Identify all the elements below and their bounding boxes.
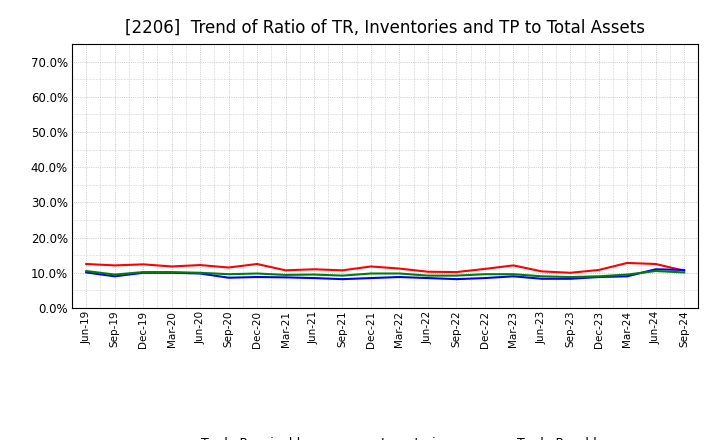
Trade Payables <box>537 274 546 279</box>
Trade Receivables <box>310 267 318 272</box>
Trade Payables <box>253 271 261 276</box>
Inventories <box>480 275 489 281</box>
Trade Payables <box>623 272 631 277</box>
Trade Payables <box>167 269 176 275</box>
Inventories <box>566 276 575 282</box>
Trade Payables <box>509 271 518 277</box>
Inventories <box>423 275 432 281</box>
Trade Receivables <box>196 262 204 268</box>
Inventories <box>196 271 204 276</box>
Trade Payables <box>82 268 91 274</box>
Trade Receivables <box>282 268 290 273</box>
Trade Payables <box>566 275 575 280</box>
Trade Payables <box>139 269 148 275</box>
Trade Receivables <box>253 261 261 267</box>
Trade Payables <box>196 270 204 275</box>
Line: Trade Payables: Trade Payables <box>86 271 684 277</box>
Trade Payables <box>652 268 660 274</box>
Inventories <box>537 276 546 282</box>
Trade Receivables <box>82 261 91 267</box>
Trade Receivables <box>680 268 688 273</box>
Trade Receivables <box>595 268 603 273</box>
Trade Payables <box>366 271 375 276</box>
Line: Trade Receivables: Trade Receivables <box>86 263 684 273</box>
Trade Receivables <box>423 269 432 275</box>
Trade Payables <box>282 272 290 278</box>
Trade Payables <box>480 271 489 277</box>
Inventories <box>452 276 461 282</box>
Trade Receivables <box>480 266 489 271</box>
Line: Inventories: Inventories <box>86 269 684 279</box>
Trade Payables <box>680 270 688 275</box>
Inventories <box>139 270 148 275</box>
Inventories <box>167 270 176 275</box>
Inventories <box>282 275 290 280</box>
Trade Receivables <box>509 263 518 268</box>
Title: [2206]  Trend of Ratio of TR, Inventories and TP to Total Assets: [2206] Trend of Ratio of TR, Inventories… <box>125 19 645 37</box>
Inventories <box>680 268 688 273</box>
Trade Receivables <box>110 263 119 268</box>
Inventories <box>110 274 119 279</box>
Legend: Trade Receivables, Inventories, Trade Payables: Trade Receivables, Inventories, Trade Pa… <box>155 432 616 440</box>
Inventories <box>253 275 261 280</box>
Trade Payables <box>395 271 404 276</box>
Inventories <box>395 275 404 280</box>
Trade Payables <box>423 273 432 278</box>
Inventories <box>652 267 660 272</box>
Trade Payables <box>225 271 233 277</box>
Trade Receivables <box>566 270 575 275</box>
Trade Receivables <box>652 261 660 267</box>
Trade Receivables <box>366 264 375 269</box>
Inventories <box>310 275 318 281</box>
Inventories <box>225 275 233 280</box>
Trade Receivables <box>452 269 461 275</box>
Inventories <box>595 275 603 280</box>
Trade Payables <box>595 274 603 279</box>
Inventories <box>366 275 375 281</box>
Inventories <box>338 276 347 282</box>
Trade Payables <box>110 272 119 277</box>
Trade Payables <box>310 272 318 277</box>
Trade Payables <box>338 273 347 278</box>
Trade Receivables <box>225 265 233 270</box>
Inventories <box>82 270 91 275</box>
Inventories <box>623 274 631 279</box>
Trade Receivables <box>139 262 148 267</box>
Trade Receivables <box>623 260 631 266</box>
Trade Receivables <box>167 264 176 269</box>
Trade Payables <box>452 273 461 278</box>
Trade Receivables <box>338 268 347 273</box>
Trade Receivables <box>395 266 404 271</box>
Trade Receivables <box>537 269 546 274</box>
Inventories <box>509 274 518 279</box>
